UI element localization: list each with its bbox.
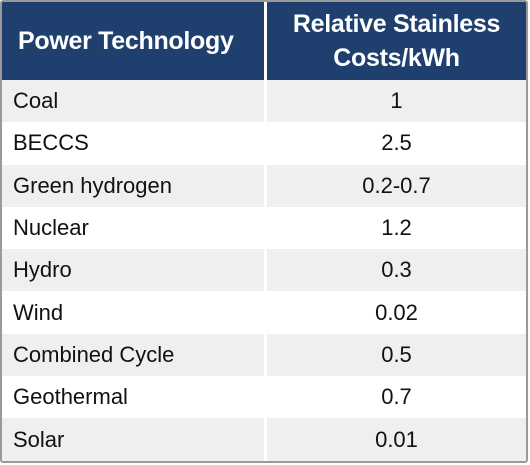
relative-cost-cell: 0.7 [267,376,526,419]
table-row: Nuclear 1.2 [2,206,526,250]
relative-cost-cell: 0.2-0.7 [267,164,526,207]
relative-cost-cell: 1 [267,80,526,123]
relative-cost-cell: 1.2 [267,206,526,250]
header-row: Power Technology Relative Stainless Cost… [2,2,526,80]
table-row: BECCS 2.5 [2,122,526,165]
relative-cost-cell: 0.02 [267,291,526,334]
technology-cell: Nuclear [2,206,267,250]
header-power-technology-label: Power Technology [18,27,234,55]
header-relative-cost-line2: Costs/kWh [333,44,460,72]
table-row: Green hydrogen 0.2-0.7 [2,164,526,207]
relative-cost-cell: 0.3 [267,249,526,292]
technology-cell: Solar [2,418,267,461]
header-relative-cost: Relative Stainless Costs/kWh [267,2,526,80]
technology-cell: Combined Cycle [2,333,267,377]
table-row: Wind 0.02 [2,291,526,334]
relative-cost-cell: 2.5 [267,122,526,165]
technology-cell: Hydro [2,249,267,292]
header-power-technology: Power Technology [2,2,267,80]
technology-cell: Geothermal [2,376,267,419]
table-header: Power Technology Relative Stainless Cost… [2,2,526,80]
technology-cell: Green hydrogen [2,164,267,207]
technology-cell: Coal [2,80,267,123]
table-row: Combined Cycle 0.5 [2,333,526,377]
table-row: Coal 1 [2,80,526,123]
table-row: Solar 0.01 [2,418,526,461]
relative-cost-cell: 0.5 [267,333,526,377]
table-row: Hydro 0.3 [2,249,526,292]
power-technology-cost-table: Power Technology Relative Stainless Cost… [2,2,526,461]
technology-cell: BECCS [2,122,267,165]
relative-cost-cell: 0.01 [267,418,526,461]
table-body: Coal 1 BECCS 2.5 Green hydrogen 0.2-0.7 Nuclea… [2,80,526,461]
table-row: Geothermal 0.7 [2,376,526,419]
technology-cell: Wind [2,291,267,334]
header-relative-cost-line1: Relative Stainless [292,10,501,38]
